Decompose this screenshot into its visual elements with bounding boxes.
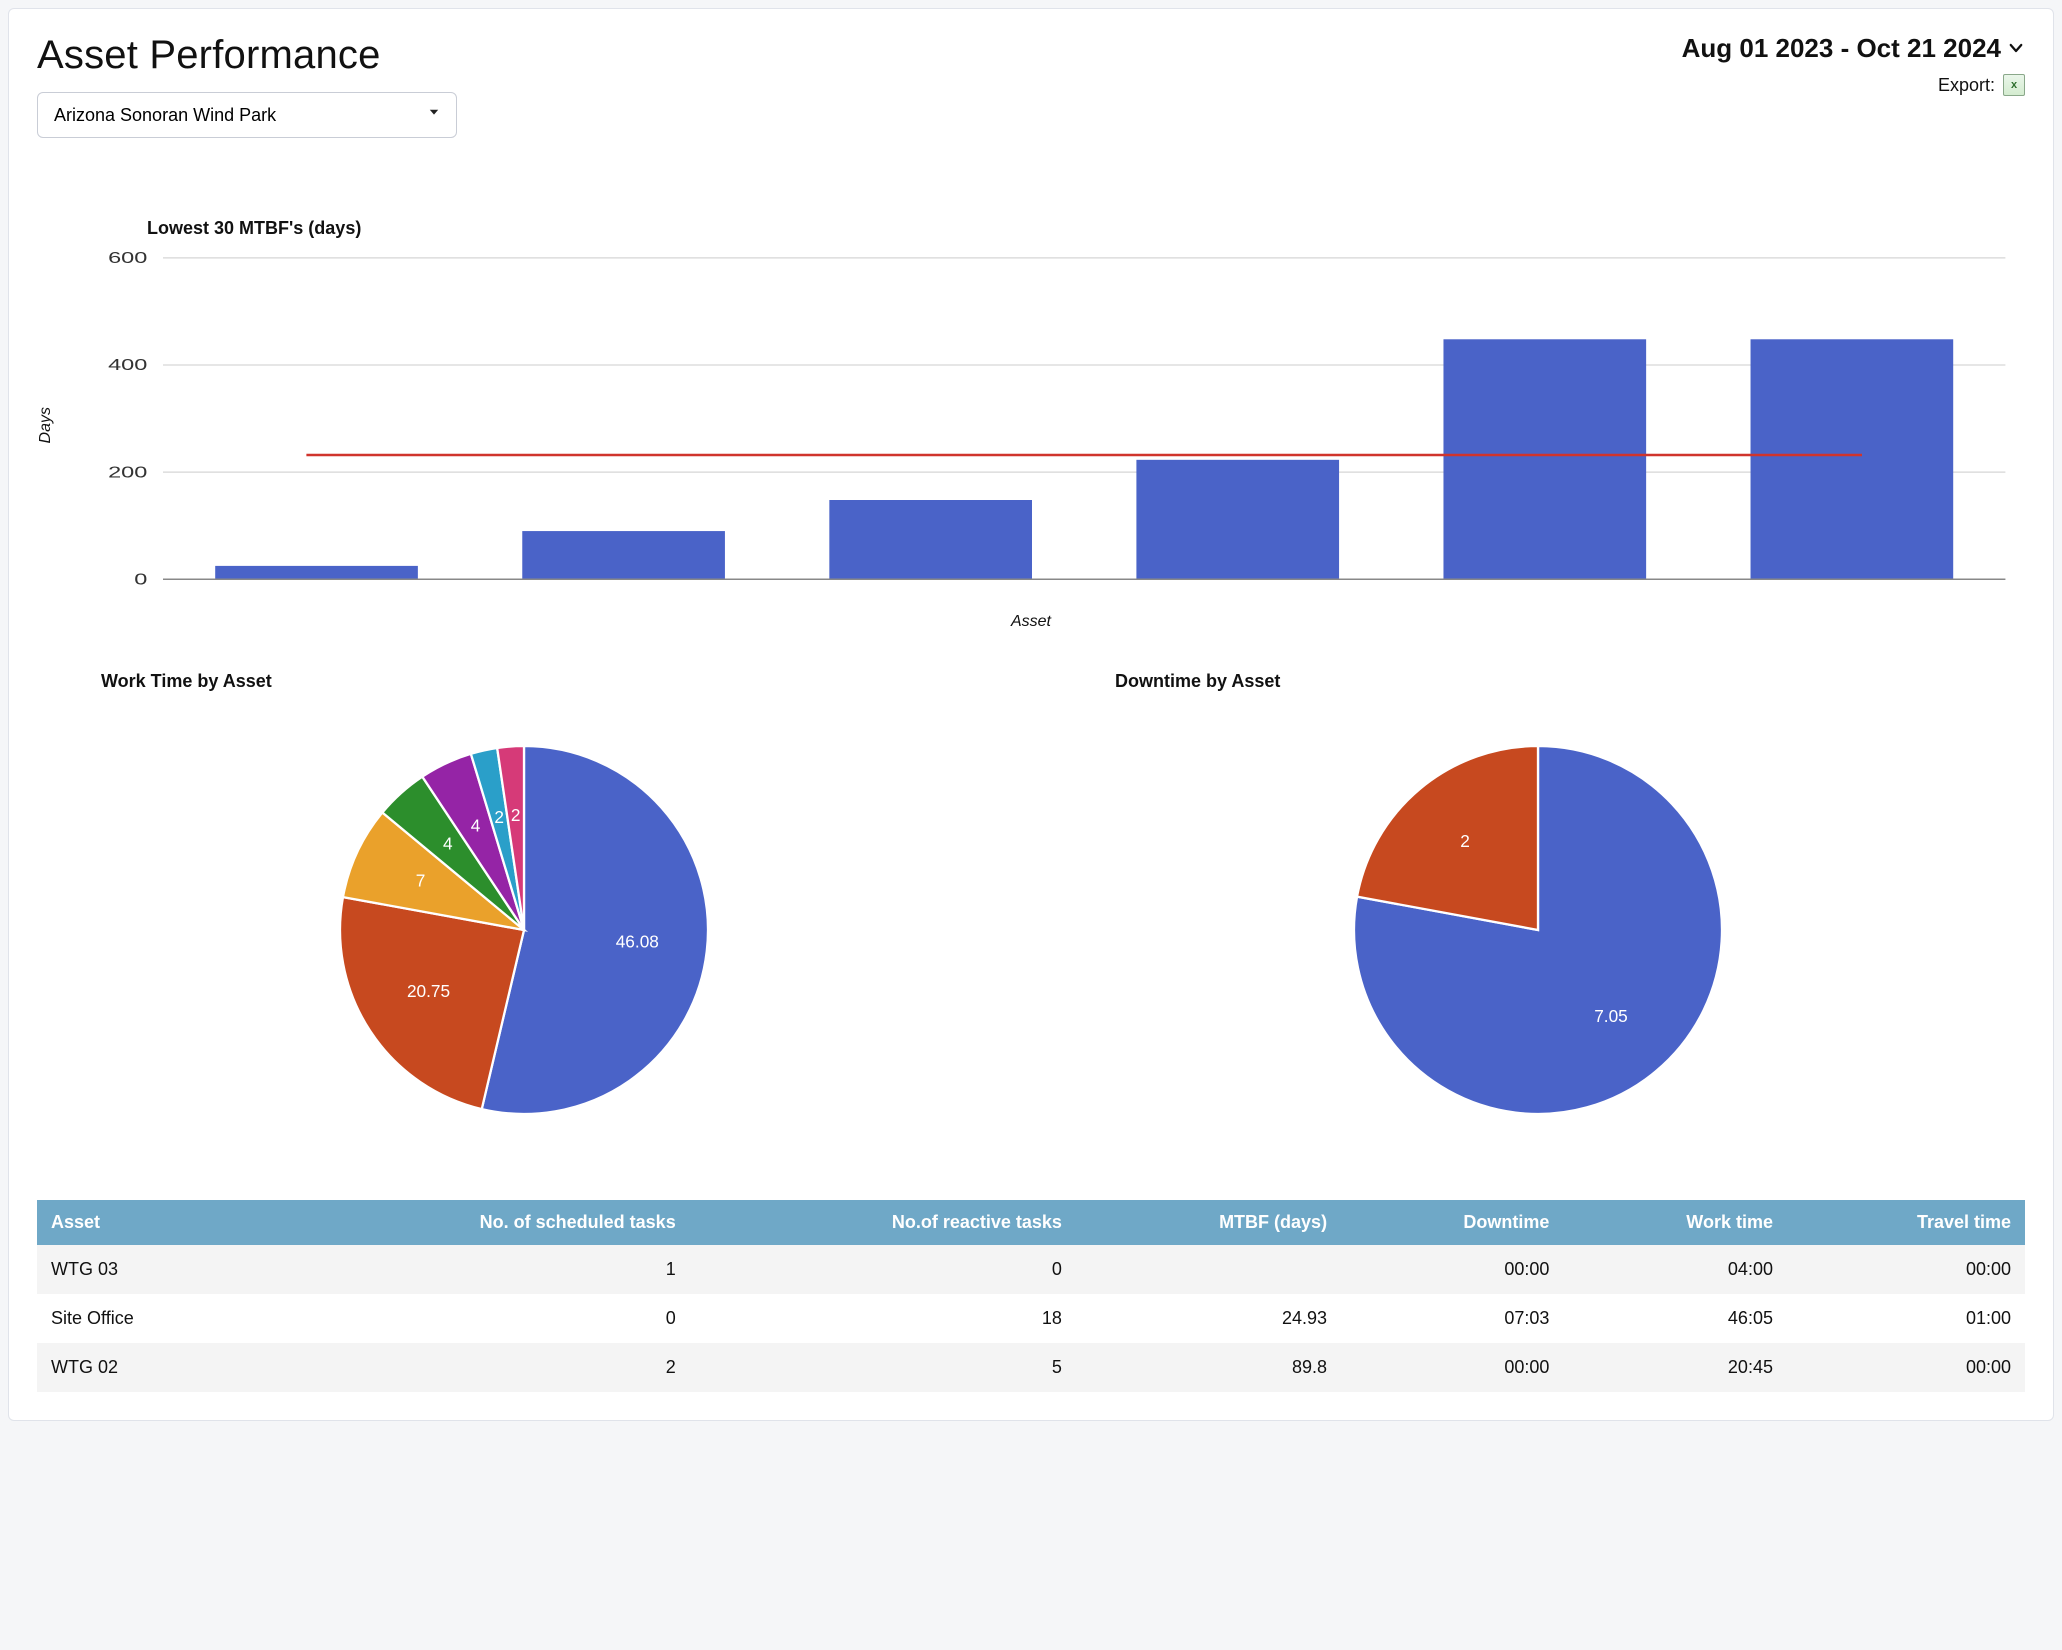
date-range-picker[interactable]: Aug 01 2023 - Oct 21 2024: [1682, 33, 2025, 64]
svg-text:7: 7: [416, 870, 426, 890]
export-xls-icon[interactable]: [2003, 74, 2025, 96]
asset-table-body: WTG 031000:0004:0000:00Site Office01824.…: [37, 1245, 2025, 1392]
svg-text:2: 2: [511, 805, 521, 825]
svg-text:600: 600: [108, 250, 147, 267]
table-cell: 5: [690, 1343, 1076, 1392]
table-cell: WTG 03: [37, 1245, 253, 1294]
svg-text:46.08: 46.08: [616, 932, 659, 952]
table-cell: 01:00: [1787, 1294, 2025, 1343]
asset-table: AssetNo. of scheduled tasksNo.of reactiv…: [37, 1200, 2025, 1392]
pie-downtime: 7.05 2: [1308, 700, 1768, 1160]
table-cell: 00:00: [1787, 1245, 2025, 1294]
asset-table-head: AssetNo. of scheduled tasksNo.of reactiv…: [37, 1200, 2025, 1245]
table-row[interactable]: WTG 0310 00:0004:0000:00: [37, 1245, 2025, 1294]
pie-work-time: 46.0820.7574422: [294, 700, 754, 1160]
date-range-text: Aug 01 2023 - Oct 21 2024: [1682, 33, 2001, 64]
bar-chart-y-label: Days: [37, 407, 55, 443]
site-select[interactable]: Arizona Sonoran Wind Park: [37, 92, 457, 138]
pie2-title: Downtime by Asset: [1115, 671, 2025, 692]
table-cell: 89.8: [1076, 1343, 1341, 1392]
table-cell: WTG 02: [37, 1343, 253, 1392]
page-title: Asset Performance: [37, 33, 457, 78]
pie1-title: Work Time by Asset: [101, 671, 1011, 692]
bar-chart: 0 200 400 600: [65, 245, 2025, 605]
svg-text:200: 200: [108, 464, 147, 481]
table-col-header[interactable]: No. of scheduled tasks: [253, 1200, 690, 1245]
table-cell: 0: [253, 1294, 690, 1343]
table-col-header[interactable]: No.of reactive tasks: [690, 1200, 1076, 1245]
table-cell: 18: [690, 1294, 1076, 1343]
table-cell: [1076, 1245, 1341, 1294]
svg-text:400: 400: [108, 357, 147, 374]
svg-text:2: 2: [1460, 831, 1470, 851]
table-cell: 46:05: [1563, 1294, 1787, 1343]
svg-text:7.05: 7.05: [1594, 1006, 1628, 1026]
table-cell: 07:03: [1341, 1294, 1563, 1343]
svg-text:20.75: 20.75: [407, 981, 450, 1001]
table-cell: 04:00: [1563, 1245, 1787, 1294]
svg-text:2: 2: [494, 807, 504, 827]
svg-text:0: 0: [134, 571, 147, 588]
bar-chart-x-label: Asset: [37, 613, 2025, 631]
table-cell: Site Office: [37, 1294, 253, 1343]
chevron-down-icon: [2007, 33, 2025, 64]
table-col-header[interactable]: MTBF (days): [1076, 1200, 1341, 1245]
table-col-header[interactable]: Asset: [37, 1200, 253, 1245]
table-cell: 20:45: [1563, 1343, 1787, 1392]
table-col-header[interactable]: Work time: [1563, 1200, 1787, 1245]
table-cell: 00:00: [1341, 1343, 1563, 1392]
table-col-header[interactable]: Travel time: [1787, 1200, 2025, 1245]
bar-chart-title: Lowest 30 MTBF's (days): [147, 218, 2025, 239]
svg-text:4: 4: [471, 815, 481, 835]
site-select-wrap[interactable]: Arizona Sonoran Wind Park: [37, 92, 457, 138]
table-cell: 24.93: [1076, 1294, 1341, 1343]
svg-text:4: 4: [443, 834, 453, 854]
table-cell: 2: [253, 1343, 690, 1392]
table-row[interactable]: Site Office01824.9307:0346:0501:00: [37, 1294, 2025, 1343]
table-cell: 0: [690, 1245, 1076, 1294]
table-cell: 1: [253, 1245, 690, 1294]
export-label: Export:: [1938, 75, 1995, 96]
table-cell: 00:00: [1341, 1245, 1563, 1294]
table-row[interactable]: WTG 022589.800:0020:4500:00: [37, 1343, 2025, 1392]
table-col-header[interactable]: Downtime: [1341, 1200, 1563, 1245]
table-cell: 00:00: [1787, 1343, 2025, 1392]
